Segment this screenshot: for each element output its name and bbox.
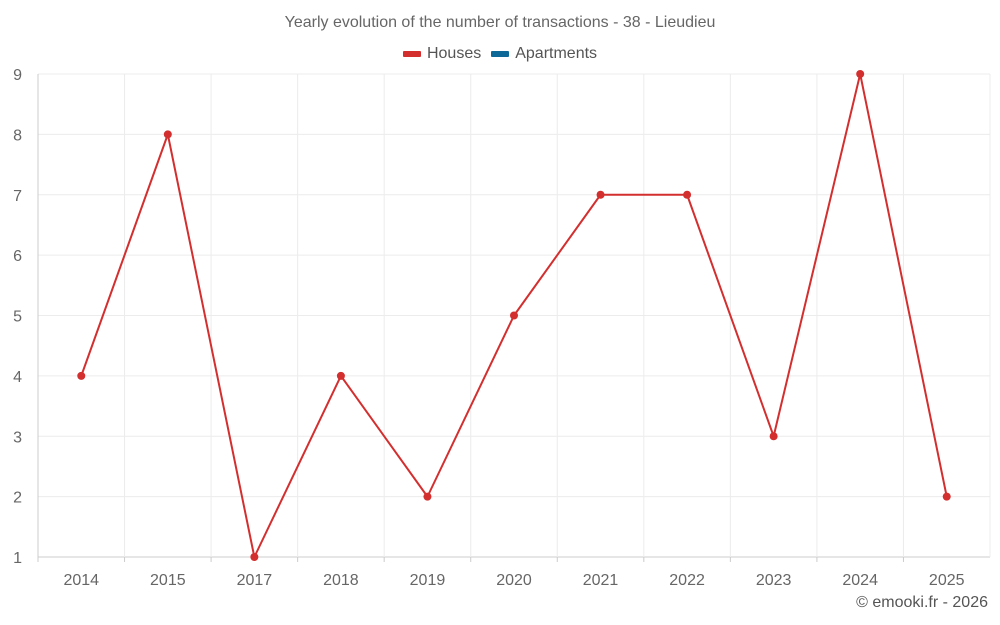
y-tick-label: 1 [13, 550, 22, 567]
y-tick-label: 9 [13, 67, 22, 84]
legend-item-houses[interactable]: Houses [402, 45, 482, 63]
data-point [856, 70, 865, 78]
x-tick-label: 2022 [669, 572, 705, 589]
houses-swatch [402, 51, 421, 57]
y-tick-label: 3 [13, 429, 22, 446]
y-tick-label: 5 [13, 309, 22, 326]
y-tick-label: 6 [13, 248, 22, 265]
data-point [683, 190, 692, 199]
y-tick-label: 7 [13, 188, 22, 205]
y-tick-label: 8 [13, 127, 22, 144]
legend-label-apartments: Apartments [515, 45, 598, 62]
data-point [423, 492, 432, 501]
data-point [510, 311, 518, 320]
x-tick-label: 2020 [496, 572, 532, 589]
data-point [336, 371, 345, 380]
chart-title: Yearly evolution of the number of transa… [284, 14, 716, 31]
x-tick-label: 2018 [323, 572, 359, 589]
chart-legend: Houses Apartments [0, 45, 1000, 63]
data-point [596, 190, 605, 199]
x-tick-label: 2015 [150, 572, 186, 589]
x-tick-label: 2021 [583, 572, 619, 589]
data-point [942, 492, 951, 501]
legend-label-houses: Houses [426, 45, 482, 62]
legend-item-apartments[interactable]: Apartments [491, 45, 597, 63]
credit-text: © emooki.fr - 2026 [856, 594, 988, 611]
y-tick-label: 4 [13, 369, 22, 386]
x-tick-label: 2017 [237, 572, 273, 589]
data-point [77, 371, 86, 380]
data-point [250, 553, 259, 561]
x-tick-label: 2024 [842, 572, 878, 589]
x-tick-label: 2023 [756, 572, 792, 589]
x-tick-label: 2025 [929, 572, 965, 589]
apartments-swatch [491, 51, 510, 57]
y-tick-label: 2 [13, 490, 22, 507]
data-point [163, 130, 172, 139]
x-tick-label: 2014 [63, 572, 99, 589]
x-tick-label: 2019 [410, 572, 446, 589]
data-point [769, 432, 778, 441]
